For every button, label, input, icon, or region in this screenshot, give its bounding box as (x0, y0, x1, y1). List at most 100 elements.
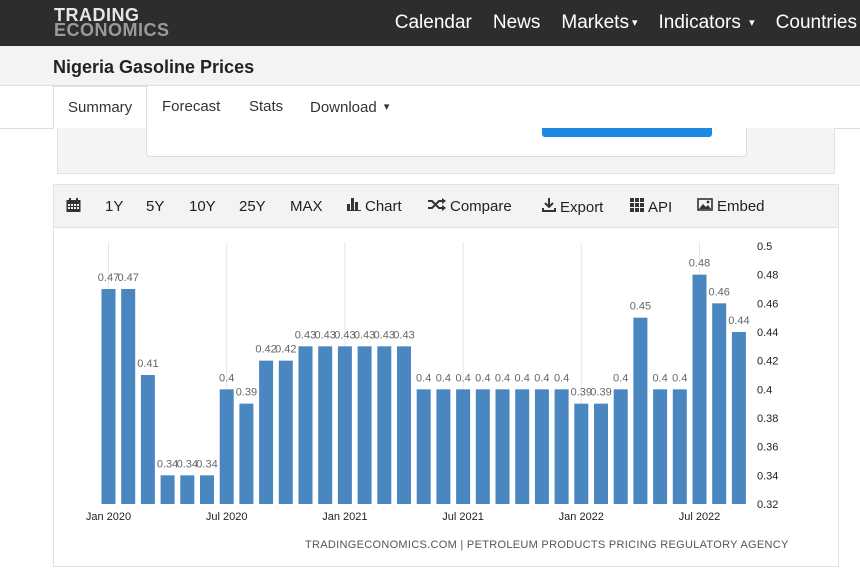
range-max-button[interactable]: MAX (290, 198, 323, 215)
site-logo[interactable]: TRADING ECONOMICS (54, 6, 170, 40)
chart-bar (515, 389, 530, 504)
caret-down-icon: ▾ (631, 17, 638, 29)
x-tick-label: Jan 2020 (86, 511, 131, 523)
export-button[interactable]: Export (542, 198, 603, 216)
chart-bar (140, 375, 155, 504)
action-button[interactable] (542, 128, 712, 137)
nav-markets-label: Markets (561, 12, 629, 33)
chart-bar (101, 289, 116, 504)
data-label: 0.4 (495, 372, 510, 384)
x-tick-label: Jul 2022 (679, 511, 721, 523)
chart-bar (377, 346, 392, 504)
download-icon (542, 198, 556, 215)
chart-container: 1Y 5Y 10Y 25Y MAX Chart Compare Export A… (53, 184, 839, 567)
chart-bar (712, 303, 727, 504)
data-label: 0.34 (196, 458, 217, 470)
page-title: Nigeria Gasoline Prices (53, 57, 255, 77)
data-label: 0.45 (630, 301, 651, 313)
y-tick-label: 0.44 (757, 327, 778, 339)
chart-bar (397, 346, 411, 504)
nav-news-link[interactable]: News (492, 12, 541, 33)
chart-bar (416, 389, 431, 504)
chart-bar (534, 389, 549, 504)
tab-forecast[interactable]: Forecast (162, 98, 221, 115)
x-tick-label: Jan 2022 (559, 511, 604, 523)
data-label: 0.43 (354, 329, 375, 341)
bar-chart-icon (347, 198, 361, 214)
data-label: 0.4 (436, 372, 451, 384)
range-25y-button[interactable]: 25Y (239, 198, 266, 215)
shuffle-icon (428, 198, 446, 214)
data-label: 0.34 (177, 458, 198, 470)
chart-bar (574, 403, 589, 504)
data-label: 0.43 (314, 329, 335, 341)
nav-indicators-menu[interactable]: Indicators ▾ (658, 12, 754, 34)
chart-bar (672, 389, 687, 504)
chart-bar (594, 403, 608, 504)
image-icon (697, 198, 713, 214)
tab-stats[interactable]: Stats (249, 98, 284, 115)
data-label: 0.4 (534, 372, 549, 384)
logo-line2: ECONOMICS (54, 20, 170, 40)
chart-bar (337, 346, 352, 504)
chart-bar (731, 332, 746, 504)
chart-bar (121, 289, 136, 504)
y-tick-label: 0.32 (757, 499, 778, 511)
x-tick-label: Jul 2021 (442, 511, 484, 523)
data-label: 0.4 (672, 372, 687, 384)
data-label: 0.39 (571, 387, 592, 399)
data-label: 0.43 (393, 329, 414, 341)
chart-bar (259, 360, 274, 504)
nav-links: Calendar News Markets ▾ Indicators ▾ Coun… (395, 0, 860, 46)
embed-button[interactable]: Embed (697, 198, 765, 215)
data-label: 0.44 (728, 315, 749, 327)
data-label: 0.43 (374, 329, 395, 341)
data-label: 0.42 (255, 344, 276, 356)
chart-bar (357, 346, 372, 504)
y-tick-label: 0.36 (757, 442, 778, 454)
title-bar: Nigeria Gasoline Prices (0, 46, 860, 86)
nav-calendar-link[interactable]: Calendar (394, 12, 472, 33)
chart-bar (633, 317, 648, 504)
x-tick-label: Jul 2020 (206, 511, 248, 523)
top-navbar: TRADING ECONOMICS Calendar News Markets ▾… (0, 0, 860, 46)
data-label: 0.4 (515, 372, 530, 384)
y-tick-label: 0.46 (757, 298, 778, 310)
data-label: 0.42 (275, 344, 296, 356)
range-5y-button[interactable]: 5Y (146, 198, 165, 215)
chart-type-button[interactable]: Chart (347, 198, 402, 215)
y-tick-label: 0.4 (757, 384, 772, 396)
calendar-icon[interactable] (66, 198, 81, 217)
chart-button-label: Chart (365, 198, 402, 215)
nav-markets-menu[interactable]: Markets ▾ (561, 12, 637, 34)
api-button[interactable]: API (630, 198, 672, 216)
data-label: 0.41 (137, 358, 158, 370)
chart-bar (278, 360, 293, 504)
nav-indicators-label: Indicators (658, 12, 741, 33)
api-button-label: API (648, 199, 673, 216)
data-label: 0.4 (219, 372, 234, 384)
y-tick-label: 0.38 (757, 413, 778, 425)
data-label: 0.4 (455, 372, 470, 384)
tab-download[interactable]: Download ▾ (310, 86, 389, 129)
data-label: 0.4 (613, 372, 628, 384)
chart-bar (219, 389, 234, 504)
divider (0, 128, 53, 129)
y-tick-label: 0.5 (757, 241, 772, 253)
compare-button[interactable]: Compare (428, 198, 512, 215)
y-tick-label: 0.48 (757, 270, 778, 282)
caret-down-icon: ▾ (383, 101, 390, 113)
chart-bar (180, 475, 195, 504)
data-label: 0.4 (554, 372, 569, 384)
chart-bar (692, 274, 707, 504)
range-10y-button[interactable]: 10Y (189, 198, 216, 215)
nav-countries-link[interactable]: Countries (775, 12, 857, 33)
data-label: 0.4 (416, 372, 431, 384)
export-button-label: Export (560, 199, 604, 216)
range-1y-button[interactable]: 1Y (105, 198, 124, 215)
chart-bar (613, 389, 628, 504)
data-label: 0.43 (295, 329, 316, 341)
chart-bar (554, 389, 569, 504)
chart-bar (653, 389, 668, 504)
data-label: 0.47 (98, 272, 119, 284)
